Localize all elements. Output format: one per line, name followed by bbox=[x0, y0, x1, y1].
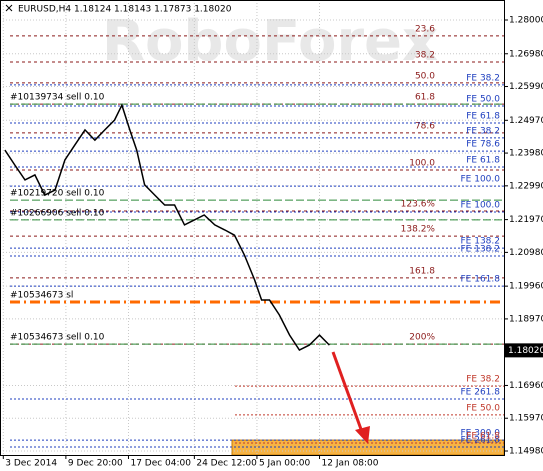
level-label: FE 61.8 bbox=[466, 111, 500, 121]
level-label: 50.0 bbox=[415, 71, 435, 81]
level-label: #10219720 sell 0.10 bbox=[10, 189, 105, 199]
level-label: FE 61.8 bbox=[466, 432, 500, 442]
x-tick-label: 3 Dec 2014 bbox=[5, 459, 57, 469]
current-price-box bbox=[505, 343, 543, 358]
arrow-icon bbox=[5, 4, 13, 12]
level-label: FE 100.0 bbox=[461, 200, 501, 210]
level-label: FE 61.8 bbox=[466, 155, 500, 165]
level-label: 78.6 bbox=[415, 121, 435, 131]
current-price-label: 1.18020 bbox=[508, 346, 543, 356]
y-tick-label: 1.16960 bbox=[509, 381, 543, 391]
level-label: FE 38.2 bbox=[466, 126, 500, 136]
level-label: 138.2% bbox=[401, 225, 436, 235]
y-tick-label: 1.23980 bbox=[509, 149, 543, 159]
x-tick-label: 9 Dec 20:00 bbox=[68, 459, 123, 469]
level-label: FE 50.0 bbox=[466, 95, 500, 105]
y-tick-label: 1.25990 bbox=[509, 82, 543, 92]
level-label: #10139734 sell 0.10 bbox=[10, 93, 105, 103]
watermark: RoboForex bbox=[102, 9, 438, 74]
plot: 23.6 38.2 50.0 61.8 78.6 100.0 123.6% 138.2% 161… bbox=[0, 0, 505, 456]
level-label: FE 138.2 bbox=[461, 245, 501, 255]
level-label: 200% bbox=[409, 333, 435, 343]
chart-title: EURUSD,H4 1.18124 1.18143 1.17873 1.1802… bbox=[18, 5, 232, 15]
level-label: 161.8 bbox=[409, 266, 435, 276]
y-tick-label: 1.19960 bbox=[509, 282, 543, 292]
y-tick-label: 1.22990 bbox=[509, 181, 543, 191]
level-label: 23.6 bbox=[415, 24, 435, 34]
level-label: FE 138.2 bbox=[461, 237, 501, 247]
y-tick-label: 1.21970 bbox=[509, 215, 543, 225]
level-label: #10534673 sl bbox=[10, 291, 73, 301]
y-tick-label: 1.15970 bbox=[509, 414, 543, 424]
level-label: 61.8 bbox=[415, 93, 435, 103]
level-label: FE 161.8 bbox=[461, 275, 501, 285]
level-label: FE 38.2 bbox=[466, 73, 500, 83]
level-label: FE 300.0 bbox=[461, 429, 501, 439]
plot-frame bbox=[0, 0, 505, 456]
level-label: 123.6% bbox=[401, 199, 436, 209]
level-label: FE 78.6 bbox=[466, 140, 500, 150]
forecast-arrow bbox=[331, 351, 364, 433]
x-tick-label: 24 Dec 12:00 bbox=[196, 459, 257, 469]
price-line bbox=[4, 103, 330, 351]
y-tick-label: 1.18970 bbox=[509, 314, 543, 324]
y-tick-label: 1.26980 bbox=[509, 49, 543, 59]
level-label: FE 261.8 bbox=[461, 436, 501, 446]
forecast-arrow-head bbox=[355, 426, 370, 444]
level-label: FE 261.8 bbox=[461, 388, 501, 398]
level-label: 100.0 bbox=[409, 158, 435, 168]
x-tick-label: 12 Jan 08:00 bbox=[322, 459, 379, 469]
y-tick-label: 1.24970 bbox=[509, 116, 543, 126]
x-tick-label: 5 Jan 00:00 bbox=[259, 459, 311, 469]
level-label: FE 50.0 bbox=[466, 403, 500, 413]
level-label: 38.2 bbox=[415, 51, 435, 61]
level-label: FE 38.2 bbox=[466, 375, 500, 385]
level-label: FE 100.0 bbox=[461, 175, 501, 185]
level-label: #10266906 sell 0.10 bbox=[10, 208, 105, 218]
y-tick-label: 1.20980 bbox=[509, 248, 543, 258]
y-tick-label: 1.28000 bbox=[509, 15, 543, 25]
y-tick-label: 1.14980 bbox=[509, 446, 543, 456]
level-label: #10534673 sell 0.10 bbox=[10, 333, 105, 343]
x-tick-label: 17 Dec 04:00 bbox=[130, 459, 191, 469]
